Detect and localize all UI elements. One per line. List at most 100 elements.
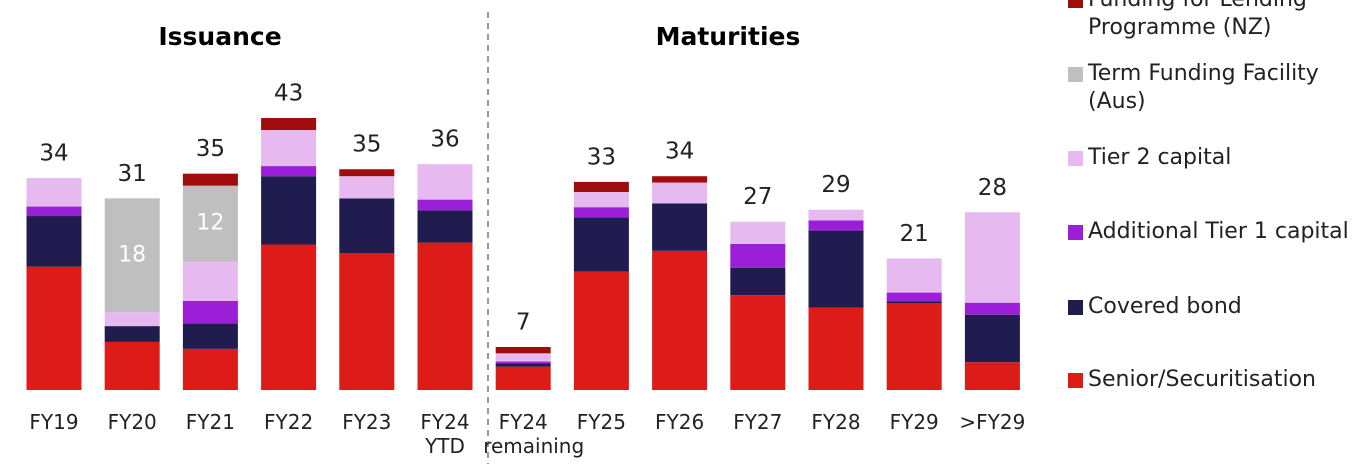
legend-item: Covered bond (1068, 293, 1364, 321)
bar-segment (730, 295, 786, 390)
total-label: 21 (900, 221, 929, 247)
total-label: 36 (430, 127, 459, 153)
legend-label: Funding for Lending Programme (NZ) (1088, 0, 1307, 40)
legend-item: Additional Tier 1 capital (1068, 218, 1364, 246)
legend-label: Additional Tier 1 capital (1088, 219, 1349, 244)
legend-swatch (1068, 373, 1083, 388)
bar-segment (26, 178, 82, 207)
bar-segment (182, 185, 238, 262)
section-title: Issuance (158, 22, 281, 51)
bar-segment (26, 206, 82, 217)
bar-segment (339, 253, 395, 390)
legend-label: Covered bond (1088, 294, 1242, 319)
x-tick-label: FY22 (264, 410, 314, 434)
bar-segment (417, 164, 473, 200)
legend-item: Tier 2 capital (1068, 144, 1364, 172)
total-label: 31 (118, 161, 147, 187)
bar-segment (417, 199, 473, 211)
legend-swatch (1068, 67, 1083, 82)
legend-label: Term Funding Facility (Aus) (1088, 61, 1319, 114)
bar-segment (886, 303, 942, 390)
bar-segment (573, 271, 629, 390)
x-tick-label: FY29 (889, 410, 939, 434)
bar-segment (886, 292, 942, 302)
bar-segment (182, 261, 238, 301)
x-tick-label: FY24 remaining (483, 410, 585, 458)
total-label: 29 (821, 172, 850, 198)
legend-item: Funding for Lending Programme (NZ) (1068, 0, 1364, 42)
bar-segment (886, 258, 942, 293)
bar-segment (964, 314, 1020, 363)
bar-segment (26, 266, 82, 390)
bar-segment (808, 307, 864, 390)
x-tick-label: FY25 (576, 410, 626, 434)
bar-segment (573, 181, 629, 193)
bar-segment (808, 209, 864, 221)
bar-segment (104, 198, 160, 313)
bar-segment (182, 173, 238, 186)
bar-segment (495, 353, 551, 362)
bar-segment (182, 348, 238, 390)
x-tick-label: FY21 (185, 410, 235, 434)
bar-segment (339, 169, 395, 177)
x-tick-label: FY27 (733, 410, 783, 434)
bar-segment (730, 243, 786, 268)
bar-segment (417, 210, 473, 243)
bar-segment (495, 363, 551, 367)
bar-segment (495, 361, 551, 364)
bar-segment (104, 326, 160, 342)
total-label: 43 (274, 81, 303, 107)
legend-item: Senior/Securitisation (1068, 366, 1364, 394)
bar-segment (261, 244, 317, 390)
bar-segment (808, 230, 864, 308)
bar-segment (652, 203, 708, 251)
bar-segment (182, 323, 238, 349)
bar-segment (339, 198, 395, 254)
x-tick-label: FY24 YTD (420, 410, 470, 458)
bar-segment (261, 176, 317, 245)
total-label: 34 (665, 139, 694, 165)
bar-segment (104, 312, 160, 327)
total-label: 35 (196, 136, 225, 162)
total-label: 7 (516, 309, 531, 335)
legend-swatch (1068, 151, 1083, 166)
x-tick-label: FY23 (342, 410, 392, 434)
bar-segment (573, 207, 629, 218)
legend-item: Term Funding Facility (Aus) (1068, 60, 1364, 116)
legend-label: Senior/Securitisation (1088, 367, 1316, 392)
bar-segment (964, 302, 1020, 315)
bar-segment (652, 250, 708, 390)
data-label: 18 (118, 242, 146, 267)
bar-segment (26, 216, 82, 267)
bar-segment (182, 300, 238, 324)
bar-segment (808, 220, 864, 231)
total-label: 34 (39, 141, 68, 167)
bar-segment (730, 221, 786, 244)
bar-segment (964, 362, 1020, 390)
bar-segment (495, 366, 551, 390)
x-tick-label: FY19 (29, 410, 79, 434)
bar-segment (886, 301, 942, 304)
data-label: 12 (196, 211, 224, 236)
bar-segment (573, 192, 629, 208)
bar-segment (652, 182, 708, 204)
bar-segment (652, 176, 708, 183)
bar-segment (573, 217, 629, 272)
legend-swatch (1068, 300, 1083, 315)
bar-segment (261, 130, 317, 167)
bar-segment (495, 346, 551, 354)
x-tick-label: FY26 (655, 410, 705, 434)
total-label: 27 (743, 184, 772, 210)
section-title: Maturities (656, 22, 801, 51)
x-tick-label: >FY29 (959, 410, 1026, 434)
x-tick-label: FY28 (811, 410, 861, 434)
bar-segment (261, 118, 317, 131)
bar-segment (261, 166, 317, 177)
bar-segment (964, 212, 1020, 303)
total-label: 33 (587, 144, 616, 170)
legend-label: Tier 2 capital (1088, 145, 1232, 170)
total-label: 35 (352, 132, 381, 158)
bar-segment (104, 341, 160, 390)
